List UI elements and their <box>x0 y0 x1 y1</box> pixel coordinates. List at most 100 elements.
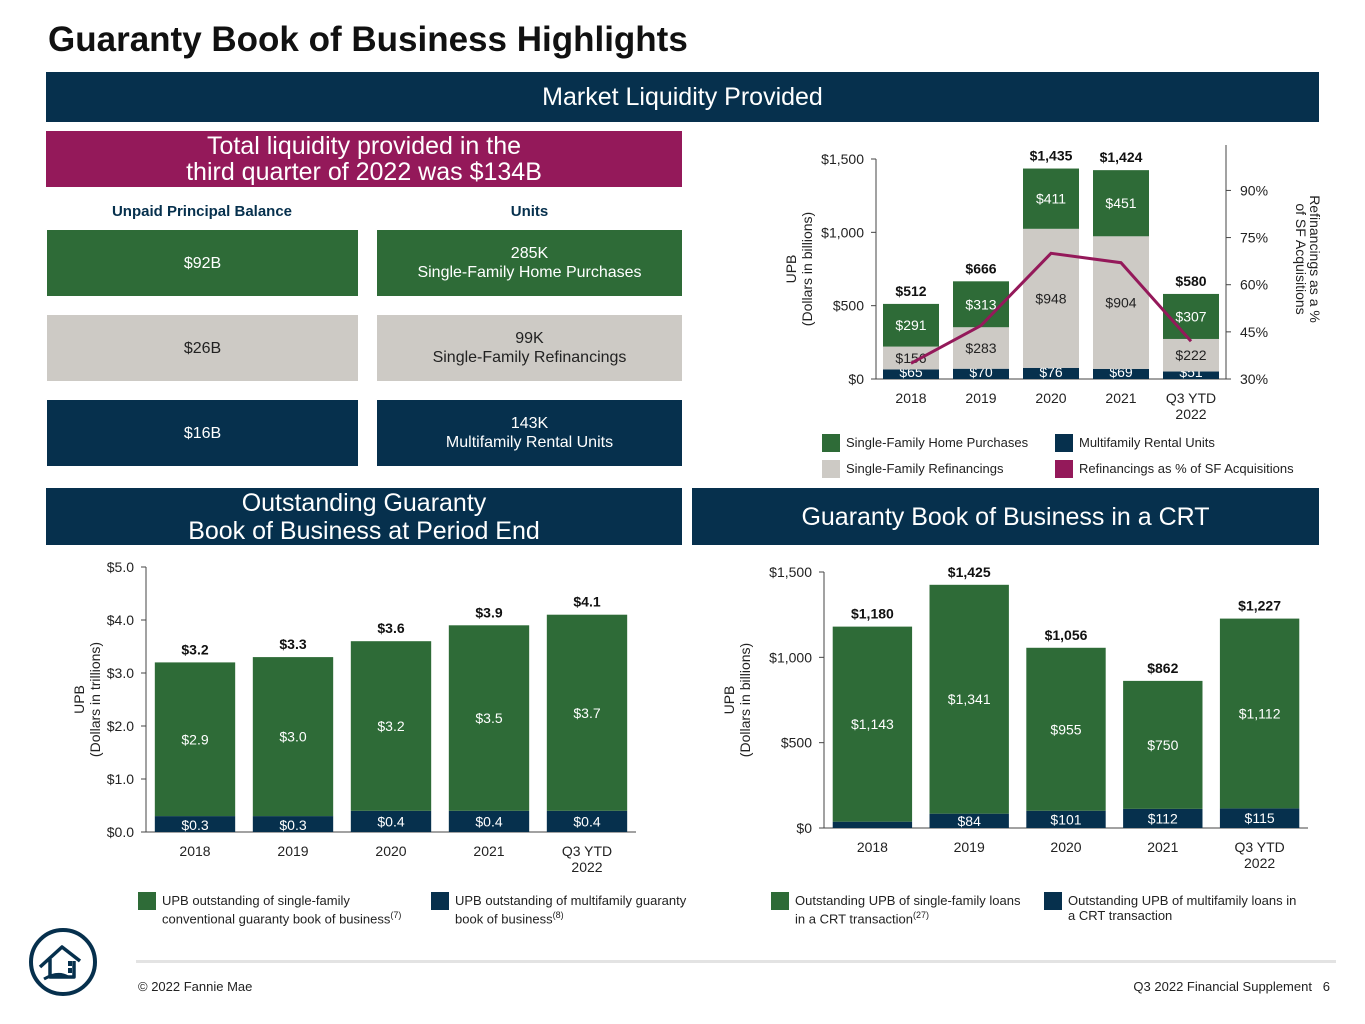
bar-value-label: $1,341 <box>948 691 991 707</box>
x-tick-label: Q3 YTD 2022 <box>1166 390 1216 422</box>
legend-swatch <box>822 434 840 452</box>
bar-segment <box>1123 808 1203 828</box>
bar-segment <box>1093 368 1149 379</box>
x-tick-label: 2021 <box>1105 390 1136 406</box>
bar-total-label: $4.1 <box>573 594 600 610</box>
x-tick-label: 2018 <box>895 390 926 406</box>
bar-segment <box>929 584 1009 814</box>
legend-item-3: Refinancings as % of SF Acquisitions <box>1079 461 1294 476</box>
bar-segment <box>953 368 1009 379</box>
bar-value-label: $1,112 <box>1239 705 1281 721</box>
bar-segment <box>832 821 913 828</box>
y2-tick-label: 60% <box>1240 277 1268 293</box>
x-tick-label: 2020 <box>1035 390 1066 406</box>
y-tick-label: $1,000 <box>769 649 812 665</box>
bar-value-label: $948 <box>1035 290 1066 306</box>
legend-item-0: Single-Family Home Purchases <box>846 435 1029 450</box>
bar-segment <box>448 625 530 811</box>
x-tick-label: 2021 <box>473 843 504 859</box>
x-tick-label: 2018 <box>179 843 210 859</box>
bar-segment <box>883 303 939 347</box>
bar-segment <box>1123 680 1203 809</box>
bar-total-label: $862 <box>1147 660 1178 676</box>
y-axis-label-text: UPB(Dollars in billions) <box>721 643 753 757</box>
liquidity-chart: $0 $500 $1,000 $1,500 UPB(Dollars in billion… <box>783 145 1323 422</box>
tile-units-multifamily: 143K Multifamily Rental Units <box>377 400 682 466</box>
tile-units-refinancings: 99K Single-Family Refinancings <box>377 315 682 381</box>
bar-segment <box>929 813 1009 828</box>
y-tick-label: $500 <box>781 735 812 751</box>
legend-swatch <box>1055 434 1073 452</box>
bar-value-label: $750 <box>1147 737 1178 753</box>
bar-value-label: $307 <box>1175 308 1206 324</box>
bar-total-label: $1,424 <box>1100 149 1143 165</box>
y-tick-label: $0 <box>848 371 864 387</box>
y2-axis-label-text: Refinancings as a %of SF Acquisitions <box>1293 195 1323 323</box>
bar-value-label: $411 <box>1036 191 1066 207</box>
bar-segment <box>832 626 913 822</box>
y-axis-label: UPB(Dollars in trillions) <box>71 642 103 757</box>
legend-swatch <box>138 892 156 910</box>
bar-value-label: $313 <box>965 296 996 312</box>
copyright-text: © 2022 Fannie Mae <box>138 979 253 994</box>
banner-crt: Guaranty Book of Business in a CRT <box>692 488 1319 545</box>
y-tick-label: $2.0 <box>107 718 134 734</box>
bar-value-label: $0.4 <box>573 813 600 829</box>
bar-segment <box>448 810 530 832</box>
column-header-upb: Unpaid Principal Balance <box>111 203 293 220</box>
bar-segment <box>1026 810 1106 828</box>
total-liquidity-callout: Total liquidity provided in the third qu… <box>46 131 682 187</box>
legend-swatch <box>771 892 789 910</box>
bar-segment <box>1163 338 1219 372</box>
y-axis-label: UPB(Dollars in billions) <box>721 643 753 757</box>
y-tick-label: $3.0 <box>107 665 134 681</box>
bar-value-label: $112 <box>1148 810 1178 826</box>
bar-total-label: $1,180 <box>851 606 894 622</box>
bar-segment <box>154 662 236 817</box>
legend-item-2: Single-Family Refinancings <box>846 461 1004 476</box>
bar-segment <box>1163 371 1219 379</box>
bar-value-label: $451 <box>1105 195 1136 211</box>
x-tick-label: 2020 <box>1050 839 1081 855</box>
legend-swatch <box>1044 892 1062 910</box>
x-tick-label: Q3 YTD 2022 <box>1234 839 1284 871</box>
banner-market-liquidity: Market Liquidity Provided <box>46 72 1319 122</box>
bar-total-label: $666 <box>965 260 996 276</box>
y2-tick-label: 30% <box>1240 371 1268 387</box>
x-tick-label: Q3 YTD 2022 <box>562 843 612 875</box>
legend-item-0: UPB outstanding of single-family convent… <box>162 893 402 927</box>
bar-value-label: $84 <box>958 813 982 829</box>
bar-value-label: $3.7 <box>573 705 600 721</box>
bar-value-label: $955 <box>1050 721 1081 737</box>
bar-segment <box>883 346 939 370</box>
legend-item-1: UPB outstanding of multifamily guaranty … <box>455 893 687 927</box>
bar-total-label: $1,435 <box>1030 148 1073 164</box>
bar-value-label: $1,143 <box>851 716 894 732</box>
bar-segment <box>1023 367 1079 379</box>
bar-segment <box>1219 808 1300 828</box>
bar-segment <box>546 810 628 832</box>
bar-value-label: $0.3 <box>181 817 208 833</box>
refinancing-share-line <box>910 251 1193 365</box>
y2-tick-label: 90% <box>1240 182 1268 198</box>
y-tick-label: $1,500 <box>769 564 812 580</box>
bar-segment <box>252 816 334 832</box>
outstanding-chart: $0.0 $1.0 $2.0 $3.0 $4.0 $5.0 UPB(Dollars in t… <box>71 559 636 875</box>
y-axis-label: UPB(Dollars in billions) <box>783 212 815 326</box>
legend-item-0: Outstanding UPB of single-family loans i… <box>795 893 1021 927</box>
x-tick-label: 2018 <box>857 839 888 855</box>
bar-segment <box>350 641 432 811</box>
y-tick-label: $0.0 <box>107 824 134 840</box>
bar-segment <box>546 614 628 811</box>
bar-segment <box>1023 168 1079 229</box>
bar-segment <box>1093 236 1149 369</box>
footer-divider <box>136 960 1336 963</box>
bar-value-label: $115 <box>1245 810 1275 826</box>
y-axis-label-text: UPB(Dollars in trillions) <box>71 642 103 757</box>
bar-total-label: $1,425 <box>948 564 991 580</box>
bar-total-label: $1,056 <box>1045 627 1088 643</box>
crt-chart: $0 $500 $1,000 $1,500 UPB(Dollars in billion… <box>721 564 1308 871</box>
bar-segment <box>1093 170 1149 237</box>
legend-item-1: Outstanding UPB of multifamily loans in … <box>1068 893 1297 923</box>
bar-value-label: $222 <box>1175 347 1206 363</box>
